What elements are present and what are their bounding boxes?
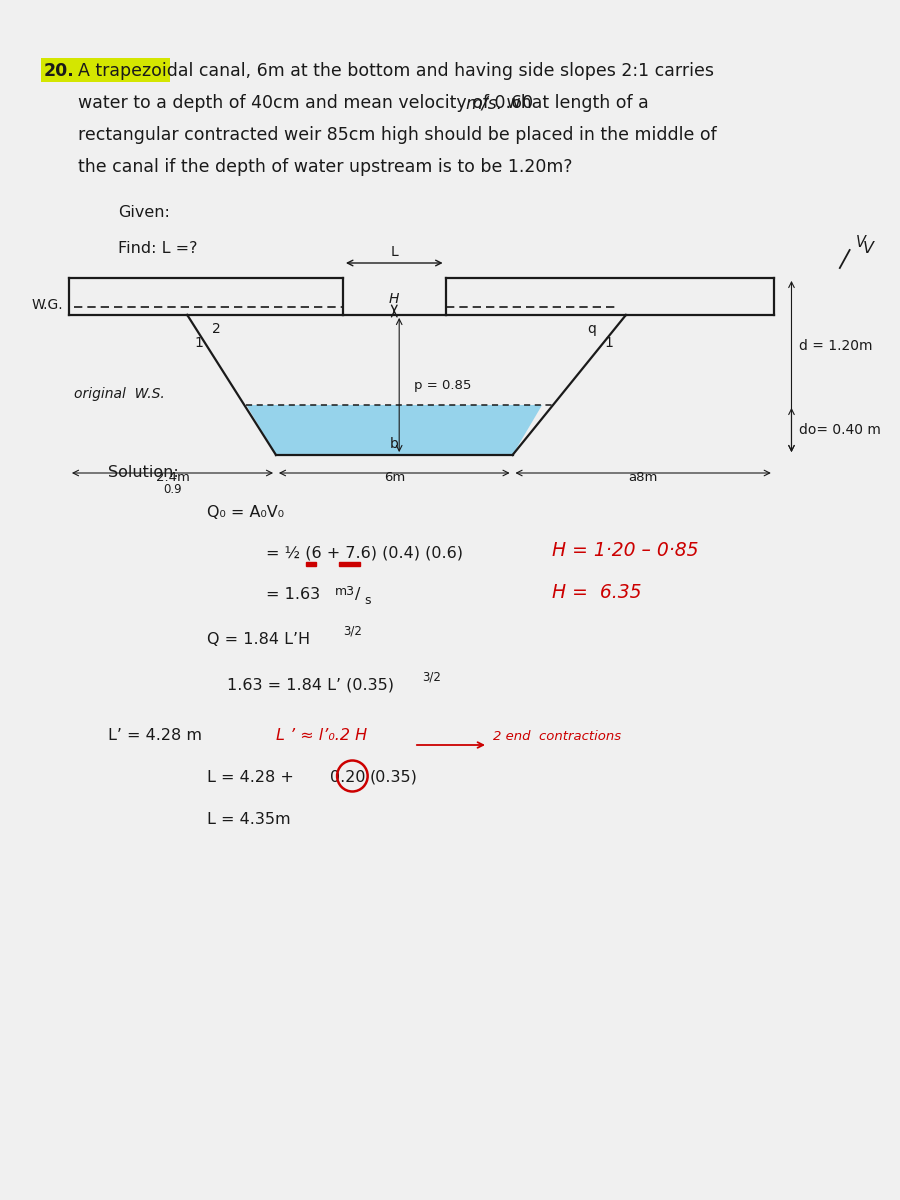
Text: a8m: a8m (628, 470, 658, 484)
Text: m/s.: m/s. (465, 94, 502, 112)
Text: 2 end  contractions: 2 end contractions (493, 730, 621, 743)
Bar (306, 562, 317, 565)
Text: 2: 2 (212, 322, 221, 336)
Text: rectangular contracted weir 85cm high should be placed in the middle of: rectangular contracted weir 85cm high sh… (78, 126, 716, 144)
Text: Given:: Given: (118, 205, 170, 220)
Text: what length of a: what length of a (500, 94, 649, 112)
Text: V: V (856, 235, 866, 250)
Bar (41, 58, 169, 82)
Text: H: H (389, 292, 400, 306)
Text: 6m: 6m (383, 470, 405, 484)
Text: = ½ (6 + 7.6) (0.4) (0.6): = ½ (6 + 7.6) (0.4) (0.6) (266, 545, 464, 560)
Polygon shape (247, 404, 542, 455)
Text: 1.63 = 1.84 L’ (0.35): 1.63 = 1.84 L’ (0.35) (227, 678, 393, 694)
Text: 0.9: 0.9 (163, 482, 182, 496)
Text: water to a depth of 40cm and mean velocity of 0.60: water to a depth of 40cm and mean veloci… (78, 94, 538, 112)
Text: H = 1·20 – 0·85: H = 1·20 – 0·85 (552, 541, 698, 560)
Text: A trapezoidal canal, 6m at the bottom and having side slopes 2:1 carries: A trapezoidal canal, 6m at the bottom an… (78, 62, 714, 80)
Text: 2.4m: 2.4m (156, 470, 189, 484)
Text: q: q (587, 322, 596, 336)
Text: p = 0.85: p = 0.85 (414, 378, 472, 391)
Text: H =  6.35: H = 6.35 (552, 583, 642, 602)
Text: L ’ ≈ l’₀.2 H: L ’ ≈ l’₀.2 H (276, 728, 367, 743)
Text: (0.35): (0.35) (370, 770, 418, 785)
Text: original  W.S.: original W.S. (74, 386, 165, 401)
Bar (339, 562, 360, 565)
Text: s: s (364, 594, 371, 607)
Text: L: L (391, 245, 398, 259)
Text: m3: m3 (335, 584, 356, 598)
Text: 1: 1 (194, 336, 203, 350)
Text: Q₀ = A₀V₀: Q₀ = A₀V₀ (207, 505, 284, 520)
Text: 20.: 20. (43, 62, 74, 80)
Text: 3/2: 3/2 (422, 670, 441, 683)
Text: 1: 1 (605, 336, 614, 350)
Text: /: / (355, 587, 360, 602)
Text: Find: L =?: Find: L =? (118, 241, 198, 256)
Text: 3/2: 3/2 (343, 624, 362, 637)
Text: b: b (390, 437, 399, 451)
Text: 0.20: 0.20 (330, 770, 365, 785)
Text: Q = 1.84 L’H: Q = 1.84 L’H (207, 632, 310, 647)
Text: do= 0.40 m: do= 0.40 m (799, 422, 881, 437)
Text: L = 4.35m: L = 4.35m (207, 812, 291, 827)
Text: Solution:: Solution: (108, 464, 179, 480)
Text: = 1.63: = 1.63 (266, 587, 320, 602)
Text: W.G.: W.G. (32, 298, 63, 312)
Text: V: V (862, 241, 874, 256)
Text: L’ = 4.28 m: L’ = 4.28 m (108, 728, 202, 743)
Text: L = 4.28 +: L = 4.28 + (207, 770, 299, 785)
Text: the canal if the depth of water upstream is to be 1.20m?: the canal if the depth of water upstream… (78, 158, 572, 176)
Text: d = 1.20m: d = 1.20m (799, 340, 873, 354)
